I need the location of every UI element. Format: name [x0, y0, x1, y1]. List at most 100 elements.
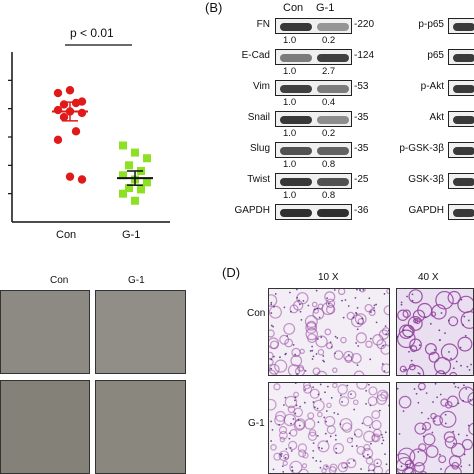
tissue-nucleus [432, 401, 434, 403]
tissue-nucleus [462, 323, 464, 326]
tissue-texture [311, 301, 318, 308]
tissue-texture [373, 465, 384, 473]
tissue-texture [431, 304, 447, 320]
tissue-nucleus [304, 369, 307, 372]
tissue-texture [305, 327, 319, 341]
tissue-nucleus [279, 453, 282, 456]
panel-c-col-con: Con [50, 275, 69, 286]
blot-band [453, 178, 474, 186]
tissue-texture [293, 407, 303, 418]
tissue-nucleus [417, 372, 420, 374]
tissue-texture [312, 399, 325, 412]
tissue-texture [399, 365, 407, 373]
tissue-nucleus [470, 363, 472, 366]
blot-band [453, 116, 474, 124]
tissue-nucleus [270, 324, 273, 327]
tissue-texture [398, 395, 412, 409]
tissue-texture [269, 340, 279, 350]
tissue-nucleus [370, 442, 372, 445]
tissue-nucleus [298, 424, 301, 427]
tissue-nucleus [272, 355, 275, 358]
dot-plot-chart [8, 44, 170, 223]
tissue-nucleus [354, 296, 357, 299]
tissue-nucleus [402, 329, 405, 332]
g1-data-point [125, 161, 133, 170]
tissue-nucleus [460, 364, 462, 367]
tissue-texture [365, 340, 373, 349]
tissue-nucleus [297, 419, 300, 421]
blot-band [280, 116, 312, 124]
tissue-texture [329, 463, 338, 472]
tissue-texture [353, 428, 363, 438]
quant-con: 1.0 [283, 159, 297, 170]
tissue-texture [278, 426, 288, 435]
tissue-texture [457, 336, 473, 352]
tissue-texture [362, 416, 374, 427]
tissue-texture [282, 460, 288, 466]
tissue-texture [292, 300, 304, 311]
tissue-nucleus [405, 368, 408, 371]
tissue-texture [412, 309, 426, 322]
tissue-nucleus [300, 318, 303, 321]
tissue-nucleus [450, 357, 452, 360]
tissue-nucleus [380, 433, 383, 436]
tissue-nucleus [294, 399, 296, 402]
tissue-nucleus [422, 435, 425, 438]
tissue-texture [273, 383, 281, 391]
tissue-nucleus [373, 309, 376, 312]
col-header-g1: G-1 [316, 2, 335, 14]
tissue-nucleus [425, 392, 428, 395]
con-data-point [59, 112, 69, 122]
tissue-nucleus [291, 470, 294, 472]
tissue-nucleus [444, 413, 447, 416]
tissue-nucleus [431, 431, 434, 434]
tissue-texture [397, 329, 416, 349]
g1-data-point [119, 189, 127, 198]
tissue-nucleus [369, 426, 371, 429]
tissue-nucleus [334, 434, 337, 437]
row-label-con: Con [247, 308, 266, 319]
tissue-nucleus [452, 430, 455, 433]
tissue-nucleus [361, 317, 364, 320]
tissue-nucleus [304, 389, 306, 391]
tissue-nucleus [351, 437, 353, 440]
micrograph-g1-top [95, 290, 186, 374]
tissue-nucleus [444, 422, 447, 425]
tissue-nucleus [370, 311, 372, 313]
tissue-texture [420, 470, 428, 473]
tissue-texture [356, 383, 368, 390]
tissue-texture [291, 347, 301, 358]
tissue-nucleus [400, 303, 403, 306]
tissue-nucleus [355, 342, 357, 344]
tissue-nucleus [344, 299, 347, 301]
tissue-texture [423, 433, 436, 446]
tissue-texture [307, 412, 315, 420]
mean-sem-bars [52, 101, 153, 186]
tissue-nucleus [438, 339, 441, 342]
tissue-texture [397, 452, 412, 472]
tissue-nucleus [298, 303, 301, 306]
tissue-nucleus [312, 449, 315, 452]
tissue-nucleus [460, 465, 463, 468]
tissue-texture [325, 304, 336, 315]
tissue-nucleus [381, 436, 384, 439]
tissue-nucleus [324, 432, 327, 435]
blot-label-right: p-GSK-3β [399, 143, 444, 154]
tissue-nucleus [318, 316, 321, 319]
tissue-texture [432, 415, 444, 426]
blot-band [280, 209, 312, 217]
panel-d-label: (D) [222, 265, 241, 280]
tissue-nucleus [290, 422, 292, 425]
tissue-texture [307, 333, 317, 344]
tissue-nucleus [356, 328, 359, 331]
tissue-nucleus [438, 329, 441, 332]
tissue-nucleus [322, 355, 325, 357]
tissue-nucleus [463, 453, 466, 456]
tissue-nucleus [467, 424, 470, 427]
blot-strip [275, 49, 352, 65]
histology-con-10x [268, 288, 390, 376]
tissue-nucleus [440, 312, 443, 314]
tissue-texture [371, 410, 381, 420]
blot-strip [275, 80, 352, 96]
tissue-nucleus [339, 394, 342, 397]
